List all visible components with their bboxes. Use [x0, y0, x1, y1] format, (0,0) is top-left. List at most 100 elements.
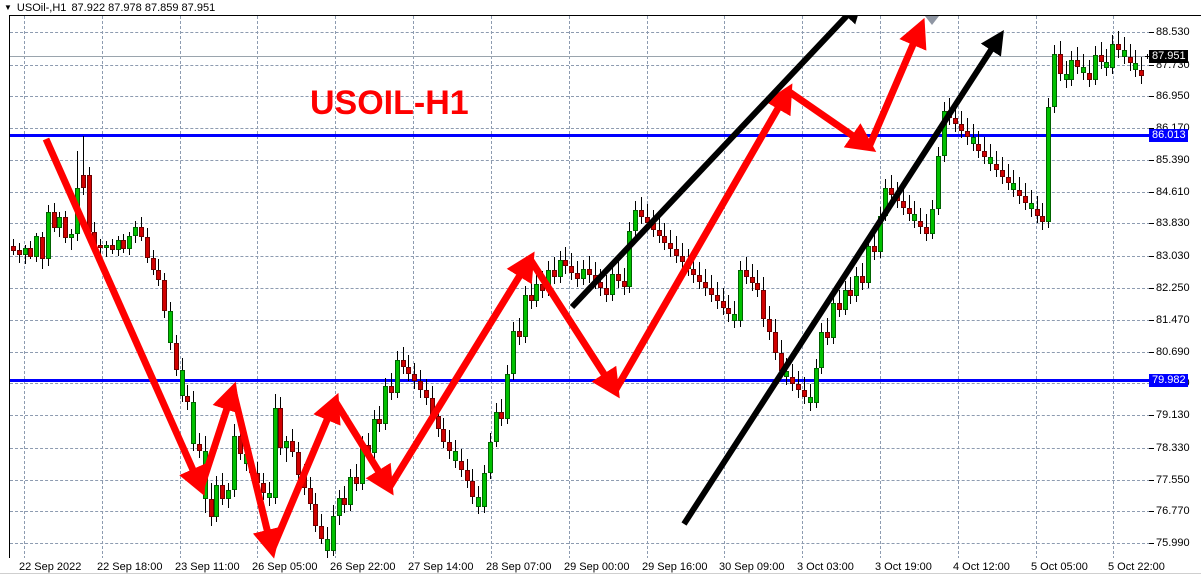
- candle-body: [633, 210, 638, 232]
- candle-body: [744, 270, 749, 277]
- candle-body: [214, 484, 219, 518]
- candle-body: [732, 314, 737, 321]
- candle-body: [616, 274, 621, 281]
- time-axis-tick: 3 Oct 03:00: [797, 561, 854, 573]
- time-axis-tick: 26 Sep 05:00: [252, 561, 318, 573]
- candle-body: [209, 498, 214, 518]
- candle-body: [69, 233, 74, 239]
- chart-watermark-title: USOIL-H1: [310, 84, 469, 122]
- candle-body: [447, 441, 452, 452]
- candle-body: [430, 397, 435, 417]
- time-axis[interactable]: 22 Sep 2022 22 Sep 18:00 23 Sep 11:00 26 Se…: [9, 558, 1201, 579]
- candle-body: [1104, 61, 1109, 69]
- candle-body: [284, 440, 289, 449]
- candle-body: [1116, 43, 1121, 51]
- chart-plot-area[interactable]: USOIL-H1: [9, 15, 1150, 560]
- candle-body: [715, 294, 720, 302]
- gridline-horizontal: [10, 32, 1150, 33]
- black-channel-upper: [569, 16, 863, 310]
- candle-body: [534, 284, 539, 302]
- candle-wick: [100, 239, 101, 259]
- gridline-vertical: [1113, 16, 1114, 559]
- candle-body: [947, 111, 952, 118]
- candle-body: [587, 268, 592, 276]
- candle-body: [523, 294, 528, 338]
- candle-body: [831, 302, 836, 339]
- candle-body: [1087, 73, 1092, 80]
- price-axis[interactable]: 88.53087.73086.95086.17085.39084.61083.8…: [1149, 15, 1201, 560]
- symbol-timeframe-label: USOil-,H1: [16, 1, 67, 14]
- candle-body: [180, 369, 185, 396]
- candle-body: [203, 450, 208, 499]
- candle-body: [360, 444, 365, 484]
- candle-body: [389, 386, 394, 393]
- candle-body: [936, 156, 941, 210]
- candle-body: [540, 284, 545, 291]
- gridline-vertical: [1036, 16, 1037, 559]
- time-axis-tick: 5 Oct 22:00: [1108, 561, 1165, 573]
- candle-body: [581, 268, 586, 280]
- price-level-line[interactable]: [10, 134, 1150, 137]
- triangle-down-icon[interactable]: ▼: [4, 2, 12, 12]
- gridline-vertical: [958, 16, 959, 559]
- candle-body: [959, 124, 964, 131]
- gridline-horizontal: [10, 480, 1150, 481]
- candle-body: [255, 473, 260, 484]
- candle-body: [726, 307, 731, 315]
- price-level-label[interactable]: 79.982: [1149, 374, 1188, 388]
- gridline-vertical: [180, 16, 181, 559]
- candle-body: [278, 408, 283, 449]
- candle-body: [651, 223, 656, 230]
- candle-body: [645, 216, 650, 224]
- candle-body: [1035, 209, 1040, 216]
- price-level-label[interactable]: 86.013: [1149, 128, 1188, 142]
- gridline-horizontal: [10, 415, 1150, 416]
- candle-body: [110, 245, 115, 250]
- gridline-vertical: [647, 16, 648, 559]
- candle-body: [604, 288, 609, 295]
- gridline-vertical: [880, 16, 881, 559]
- candle-body: [662, 236, 667, 243]
- candle-body: [971, 137, 976, 144]
- candle-body: [17, 250, 22, 255]
- candle-body: [75, 188, 80, 234]
- candle-body: [104, 245, 109, 249]
- candle-body: [779, 352, 784, 371]
- candle-body: [418, 381, 423, 391]
- gridline-vertical: [335, 16, 336, 559]
- candle-body: [1011, 183, 1016, 190]
- candle-body: [668, 242, 673, 250]
- candle-body: [267, 492, 272, 498]
- candle-body: [546, 270, 551, 291]
- candle-body: [1029, 202, 1034, 210]
- window-bottom-divider: [0, 573, 1201, 574]
- candle-body: [1075, 60, 1080, 67]
- time-axis-tick: 26 Sep 22:00: [330, 561, 396, 573]
- candle-body: [226, 489, 231, 500]
- candle-body: [133, 227, 138, 237]
- candle-body: [1046, 107, 1051, 223]
- candle-body: [290, 440, 295, 453]
- time-axis-tick: 3 Oct 19:00: [875, 561, 932, 573]
- candle-body: [1069, 60, 1074, 81]
- candle-body: [680, 255, 685, 263]
- chart-header: ▼ USOil-,H1 87.922 87.978 87.859 87.951: [0, 0, 1201, 15]
- candle-body: [11, 245, 16, 251]
- candle-body: [395, 360, 400, 393]
- candle-body: [738, 270, 743, 321]
- candle-body: [802, 390, 807, 397]
- candle-body: [796, 383, 801, 391]
- candle-body: [499, 412, 504, 419]
- candle-body: [139, 227, 144, 237]
- candle-body: [92, 232, 97, 246]
- gridline-vertical: [569, 16, 570, 559]
- candle-body: [994, 163, 999, 171]
- candle-body: [453, 451, 458, 462]
- candle-body: [191, 402, 196, 445]
- candle-body: [238, 435, 243, 454]
- candle-body: [563, 259, 568, 267]
- candle-body: [383, 386, 388, 425]
- candle-body: [197, 444, 202, 451]
- candle-body: [1139, 69, 1144, 77]
